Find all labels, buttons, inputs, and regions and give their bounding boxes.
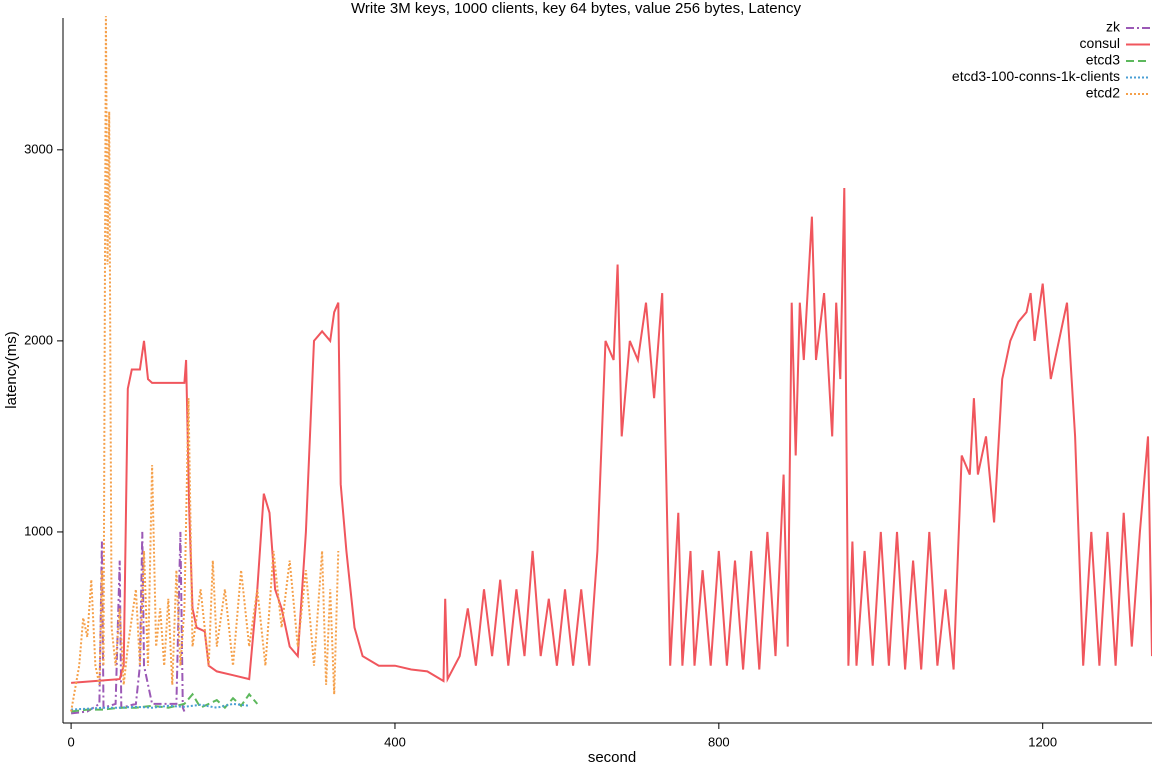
legend-label: etcd2 bbox=[1086, 85, 1120, 101]
x-tick-label: 800 bbox=[708, 734, 730, 749]
x-tick-label: 1200 bbox=[1028, 734, 1057, 749]
legend-label: consul bbox=[1080, 35, 1120, 51]
series-line bbox=[71, 187, 1152, 684]
y-tick-label: 1000 bbox=[24, 523, 53, 538]
legend-label: etcd3 bbox=[1086, 52, 1120, 68]
y-tick-label: 3000 bbox=[24, 141, 53, 156]
series-line bbox=[71, 702, 250, 711]
y-axis-label: latency(ms) bbox=[3, 331, 20, 409]
series-line bbox=[70, 531, 186, 715]
y-tick-label: 2000 bbox=[24, 332, 53, 347]
legend-label: zk bbox=[1106, 19, 1121, 35]
series-line bbox=[70, 16, 340, 712]
chart-title: Write 3M keys, 1000 clients, key 64 byte… bbox=[351, 0, 801, 17]
x-tick-label: 0 bbox=[67, 734, 74, 749]
x-tick-label: 400 bbox=[384, 734, 406, 749]
x-axis-label: second bbox=[588, 749, 636, 766]
legend-label: etcd3-100-conns-1k-clients bbox=[952, 68, 1120, 84]
